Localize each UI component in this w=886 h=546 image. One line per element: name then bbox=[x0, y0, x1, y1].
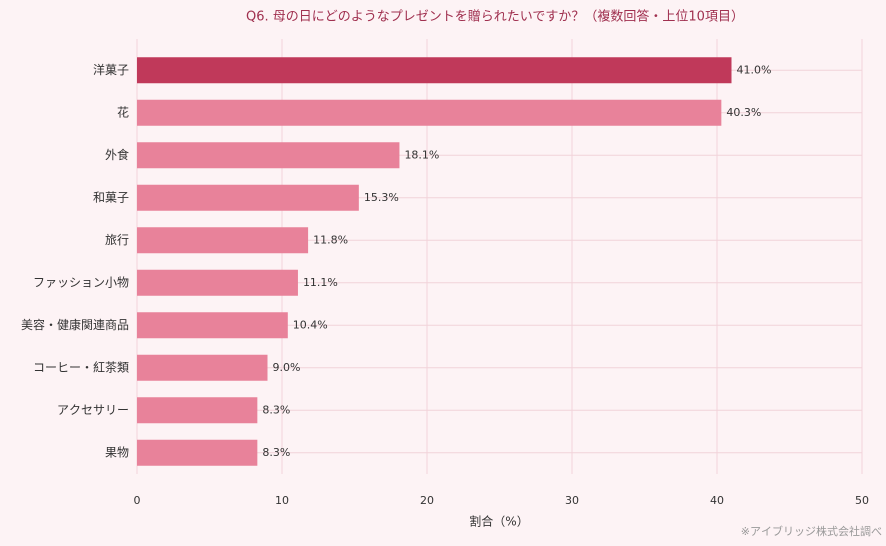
bar bbox=[137, 312, 288, 339]
bar bbox=[137, 397, 258, 424]
bar bbox=[137, 184, 359, 211]
bar bbox=[137, 227, 309, 254]
y-tick-label: 洋菓子 bbox=[93, 62, 129, 77]
bar bbox=[137, 269, 298, 296]
x-tick-label: 50 bbox=[855, 494, 869, 507]
value-label: 11.8% bbox=[313, 233, 348, 246]
source-note: ※アイブリッジ株式会社調べ bbox=[741, 524, 882, 538]
bar bbox=[137, 142, 400, 169]
value-label: 11.1% bbox=[303, 276, 338, 289]
value-label: 41.0% bbox=[737, 63, 772, 76]
value-label: 10.4% bbox=[293, 318, 328, 331]
value-label: 8.3% bbox=[262, 403, 290, 416]
bar bbox=[137, 57, 732, 84]
x-tick-label: 20 bbox=[420, 494, 434, 507]
value-label: 8.3% bbox=[262, 446, 290, 459]
chart-title: Q6. 母の日にどのようなプレゼントを贈られたいですか？（複数回答・上位10項目… bbox=[246, 9, 744, 25]
value-label: 40.3% bbox=[726, 106, 761, 119]
y-tick-label: 花 bbox=[117, 104, 129, 119]
y-tick-label: 外食 bbox=[105, 147, 129, 162]
y-tick-label: 果物 bbox=[105, 445, 129, 459]
y-tick-label: 和菓子 bbox=[93, 190, 129, 204]
x-tick-label: 30 bbox=[565, 494, 579, 507]
bar bbox=[137, 354, 268, 381]
y-tick-label: 美容・健康関連商品 bbox=[21, 317, 129, 332]
x-axis-label: 割合（%） bbox=[469, 514, 528, 529]
x-tick-label: 10 bbox=[275, 494, 289, 507]
bar bbox=[137, 439, 258, 466]
value-label: 15.3% bbox=[364, 191, 399, 204]
value-label: 18.1% bbox=[404, 148, 439, 161]
y-tick-label: 旅行 bbox=[105, 233, 129, 247]
bar bbox=[137, 99, 722, 126]
y-tick-label: アクセサリー bbox=[57, 403, 129, 417]
x-tick-label: 0 bbox=[134, 494, 141, 507]
y-tick-label: ファッション小物 bbox=[33, 275, 129, 289]
y-tick-label: コーヒー・紅茶類 bbox=[33, 359, 129, 374]
value-label: 9.0% bbox=[273, 361, 301, 374]
x-tick-label: 40 bbox=[710, 494, 724, 507]
